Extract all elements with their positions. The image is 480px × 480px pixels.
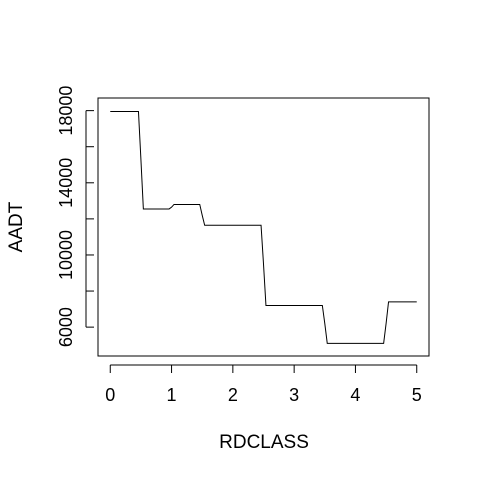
y-tick-label: 18000 (56, 86, 76, 136)
x-tick-label: 3 (289, 385, 299, 405)
x-tick-label: 4 (350, 385, 360, 405)
y-axis: 6000 10000 14000 18000 (56, 86, 94, 347)
x-tick-label: 5 (412, 385, 422, 405)
x-axis: 0 1 2 3 4 5 (105, 364, 422, 405)
y-tick-label: 14000 (56, 158, 76, 208)
x-tick-label: 1 (167, 385, 177, 405)
y-axis-label: AADT (6, 201, 27, 252)
x-tick-label: 0 (105, 385, 115, 405)
y-tick-label: 6000 (56, 307, 76, 347)
x-tick-label: 2 (228, 385, 238, 405)
y-tick-label: 10000 (56, 230, 76, 280)
plot-frame (97, 97, 430, 357)
series-line (110, 111, 417, 344)
x-axis-label: RDCLASS (219, 432, 309, 453)
